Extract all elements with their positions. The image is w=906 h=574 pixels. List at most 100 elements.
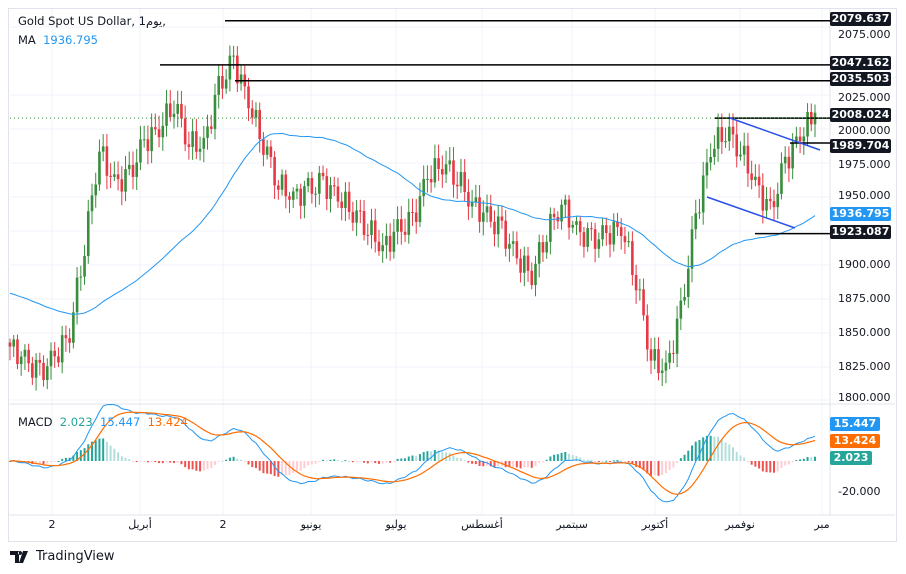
candle-body [403,231,407,235]
macd-histogram-bar [497,461,500,467]
candle-body [675,318,679,354]
macd-histogram-bar [131,461,134,462]
candle-body [49,350,53,367]
macd-histogram-bar [240,459,243,461]
candle-body [217,76,221,95]
candle-body [370,220,373,236]
macd-histogram-bar [180,461,183,465]
candle-body [593,229,597,249]
candle-body [142,139,146,141]
macd-histogram-bar [176,461,179,463]
candle-body [221,76,224,89]
macd-histogram-bar [411,455,414,461]
candle-body [385,235,388,246]
macd-legend: MACD 2.023 15.447 13.424 [18,415,188,429]
macd-histogram-bar [512,461,515,467]
candle-body [131,164,135,177]
macd-histogram-bar [705,435,708,461]
candle-body [422,179,425,197]
macd-histogram-bar [314,461,317,464]
macd-histogram-bar [743,457,746,461]
macd-histogram-bar [433,450,436,461]
macd-histogram-bar [776,461,779,472]
candle-body [45,366,49,380]
candle-body [612,221,616,245]
candle-body [746,145,750,174]
candle-body [668,353,671,363]
candle-body [318,172,321,194]
candle-body [228,55,232,80]
level-label: 2035.503 [830,72,891,86]
candle-body [154,127,157,130]
macd-histogram-bar [769,461,772,473]
histogram-price-label: 2.023 [830,451,872,465]
candle-body [716,127,720,149]
candle-body [657,349,660,374]
candle-body [705,162,709,176]
macd-histogram-bar [661,461,664,476]
macd-histogram-bar [568,453,571,461]
macd-histogram-bar [586,459,589,461]
brand-name: TradingView [36,549,115,564]
macd-histogram-bar [698,440,701,461]
macd-histogram-bar [657,461,660,476]
macd-histogram-bar [709,435,712,461]
macd-histogram-bar [389,461,392,463]
candle-body [83,256,86,277]
macd-histogram-bar [549,456,552,461]
candle-body [213,94,217,129]
macd-histogram-bar [258,461,261,471]
candle-body [109,175,112,177]
macd-histogram-bar [277,461,280,477]
candle-body [519,258,522,273]
macd-histogram-bar [746,461,749,462]
macd-histogram-bar [638,461,641,469]
candle-body [631,241,634,275]
trendline-upper [729,117,821,151]
macd-histogram-value: 2.023 [59,415,93,429]
macd-histogram-bar [336,460,339,462]
macd-histogram-bar [396,458,399,461]
macd-histogram-bar [653,461,656,476]
macd-histogram-bar [94,440,97,461]
macd-histogram-bar [482,461,485,467]
macd-histogram-bar [38,461,41,464]
macd-histogram-bar [541,461,544,462]
macd-histogram-bar [359,461,362,462]
candle-body [23,349,27,357]
symbol-legend: Gold Spot US Dollar, 1يوم, [18,14,166,28]
macd-histogram-bar [221,460,224,462]
candle-body [496,216,500,235]
candle-body [426,178,429,180]
macd-histogram-bar [750,461,753,465]
price-tick: 2025.000 [838,91,891,104]
macd-histogram-bar [635,461,638,467]
macd-histogram-bar [165,461,168,462]
macd-histogram-bar [445,452,448,461]
macd-tick: -20.000 [838,485,881,498]
macd-histogram-bar [295,461,298,472]
candle-body [388,235,392,252]
tradingview-logo[interactable]: TradingView [10,549,115,564]
candle-body [690,229,694,269]
candle-body [239,74,243,84]
candle-body [291,191,295,200]
macd-histogram-bar [251,461,254,468]
level-label: 2047.162 [830,56,891,70]
candle-body [116,174,120,180]
macd-histogram-bar [61,458,64,461]
macd-histogram-bar [467,461,470,463]
macd-histogram-bar [724,442,727,461]
ma-line [9,132,816,315]
candle-body [653,349,657,361]
macd-histogram-bar [802,458,805,461]
candle-body [101,146,105,152]
candle-body [493,221,496,235]
level-label: 1989.704 [830,139,891,153]
macd-label: MACD [18,415,53,429]
macd-histogram-bar [631,461,634,465]
macd-histogram-bar [571,455,574,461]
macd-histogram-bar [90,441,93,461]
macd-histogram-bar [590,459,593,461]
